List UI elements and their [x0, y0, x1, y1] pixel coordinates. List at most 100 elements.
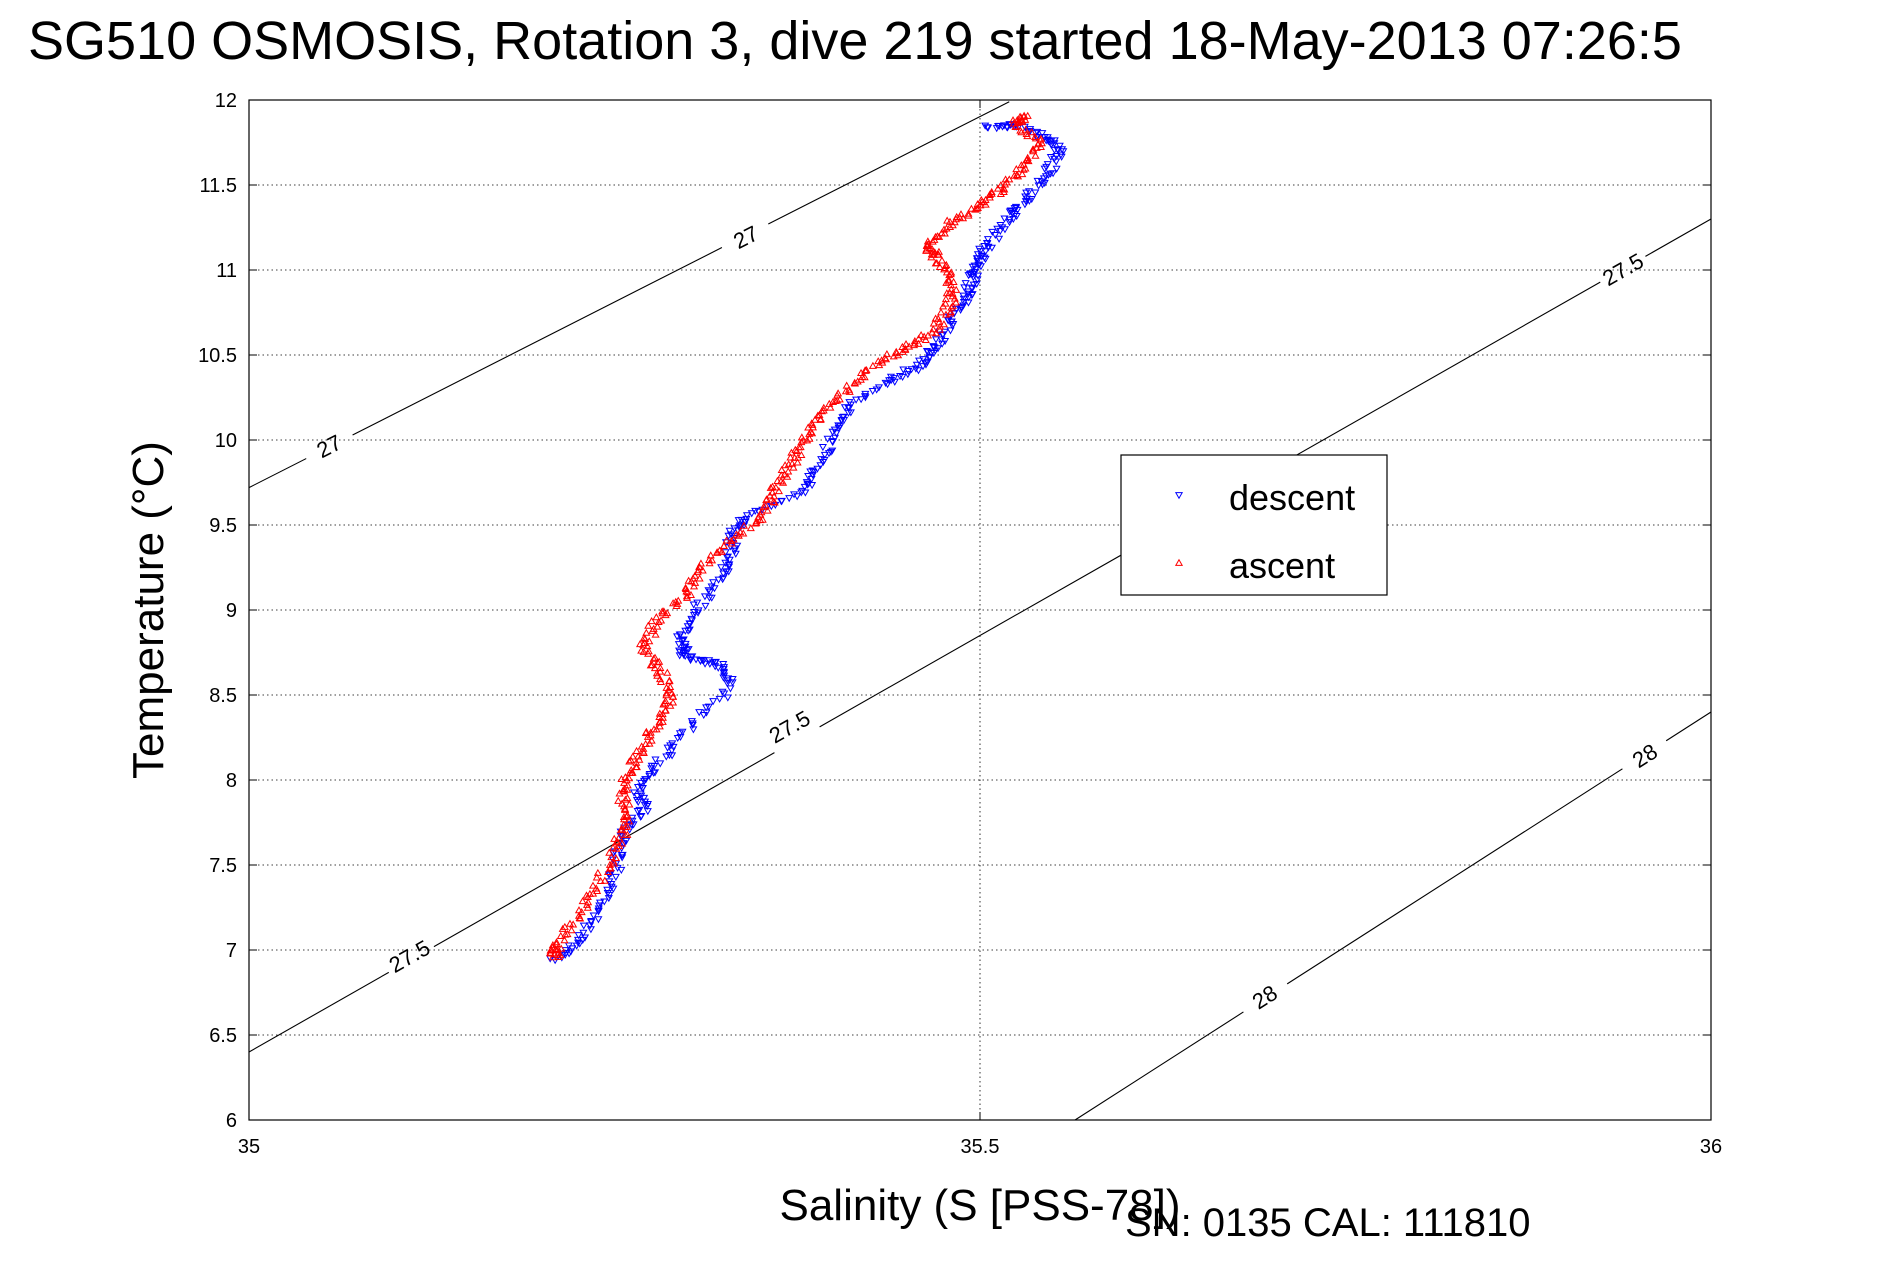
- descent-point: [1024, 188, 1034, 196]
- descent-point: [587, 918, 596, 926]
- isopycnal-line: [248, 971, 390, 1053]
- descent-point: [675, 647, 684, 655]
- descent-point: [629, 789, 639, 797]
- ascent-point: [1031, 151, 1040, 159]
- descent-point: [800, 483, 809, 491]
- ascent-point: [882, 350, 891, 358]
- ascent-point: [810, 415, 820, 423]
- descent-point: [973, 257, 982, 266]
- ascent-point: [648, 660, 657, 668]
- y-tick-label: 7.5: [209, 855, 237, 877]
- descent-point: [575, 940, 584, 948]
- ascent-point: [945, 217, 955, 225]
- ascent-point: [1019, 160, 1028, 168]
- isopycnal-line: [352, 247, 723, 436]
- ascent-point: [987, 187, 996, 196]
- descent-point: [973, 255, 982, 263]
- descent-point: [698, 656, 707, 664]
- descent-point: [751, 507, 760, 515]
- ascent-point: [935, 262, 944, 271]
- ascent-point: [946, 307, 955, 316]
- descent-point: [687, 615, 696, 624]
- ascent-point: [656, 667, 665, 675]
- ascent-point: [610, 834, 619, 842]
- ascent-point: [596, 876, 605, 885]
- descent-point: [968, 263, 977, 271]
- descent-point: [643, 808, 652, 816]
- ascent-point: [623, 785, 632, 793]
- ascent-point: [788, 459, 797, 467]
- ascent-point: [727, 536, 736, 545]
- ascent-point: [651, 630, 660, 638]
- ascent-point: [717, 547, 726, 555]
- descent-point: [725, 527, 734, 535]
- descent-point: [1005, 216, 1014, 224]
- descent-point: [594, 916, 603, 924]
- ascent-point: [1023, 111, 1032, 119]
- descent-point: [918, 363, 928, 371]
- ascent-point: [658, 717, 667, 725]
- descent-point: [579, 922, 588, 930]
- ascent-point: [654, 617, 663, 625]
- descent-point: [1000, 122, 1009, 130]
- ascent-point: [770, 498, 779, 506]
- descent-point: [693, 599, 702, 607]
- ascent-point: [776, 477, 786, 485]
- ascent-point: [574, 911, 584, 919]
- ascent-point: [935, 318, 944, 326]
- descent-point: [885, 377, 894, 385]
- descent-point: [820, 451, 829, 459]
- x-axis-label: Salinity (S [PSS-78]): [779, 1181, 1180, 1230]
- descent-point: [1027, 195, 1036, 204]
- descent-point: [730, 525, 739, 533]
- ascent-point: [914, 334, 923, 342]
- descent-point: [662, 753, 671, 761]
- descent-point: [813, 465, 822, 473]
- legend-marker: [1174, 492, 1184, 500]
- descent-point: [946, 327, 955, 335]
- ascent-point: [910, 339, 919, 347]
- isopycnal-line: [1286, 768, 1623, 985]
- ascent-point: [945, 288, 954, 296]
- ascent-point: [635, 755, 644, 763]
- ascent-point: [632, 746, 641, 754]
- ascent-point: [615, 833, 624, 841]
- ascent-point: [901, 339, 911, 348]
- descent-point: [719, 574, 728, 582]
- descent-point: [923, 358, 932, 366]
- descent-point: [993, 122, 1003, 131]
- ascent-point: [609, 857, 618, 865]
- ascent-point: [945, 222, 955, 230]
- chart-title: SG510 OSMOSIS, Rotation 3, dive 219 star…: [28, 11, 1682, 71]
- ascent-point: [614, 796, 623, 804]
- ascent-point: [606, 864, 615, 872]
- ascent-point: [958, 214, 968, 222]
- ascent-point: [722, 536, 731, 544]
- ascent-point: [850, 378, 859, 386]
- ascent-point: [1012, 170, 1021, 178]
- ascent-point: [698, 566, 707, 574]
- ascent-point: [934, 247, 944, 255]
- ascent-point: [922, 245, 931, 253]
- descent-point: [681, 640, 690, 649]
- legend: descent ascent: [1120, 454, 1388, 596]
- contour-label: 28: [1248, 980, 1282, 1014]
- ascent-point: [951, 298, 961, 306]
- descent-point: [1053, 146, 1062, 154]
- descent-point: [724, 563, 734, 571]
- descent-point: [861, 390, 870, 399]
- descent-point: [952, 305, 961, 314]
- descent-point: [673, 734, 682, 743]
- y-tick-label: 9.5: [209, 515, 237, 537]
- descent-point: [617, 866, 626, 875]
- descent-point: [611, 873, 620, 881]
- descent-point: [603, 886, 612, 894]
- descent-point: [826, 448, 835, 457]
- ascent-point: [696, 559, 706, 567]
- descent-point: [1046, 153, 1055, 162]
- ascent-point: [739, 529, 748, 537]
- descent-point: [923, 349, 933, 357]
- ascent-point: [939, 225, 949, 233]
- descent-point: [828, 438, 837, 446]
